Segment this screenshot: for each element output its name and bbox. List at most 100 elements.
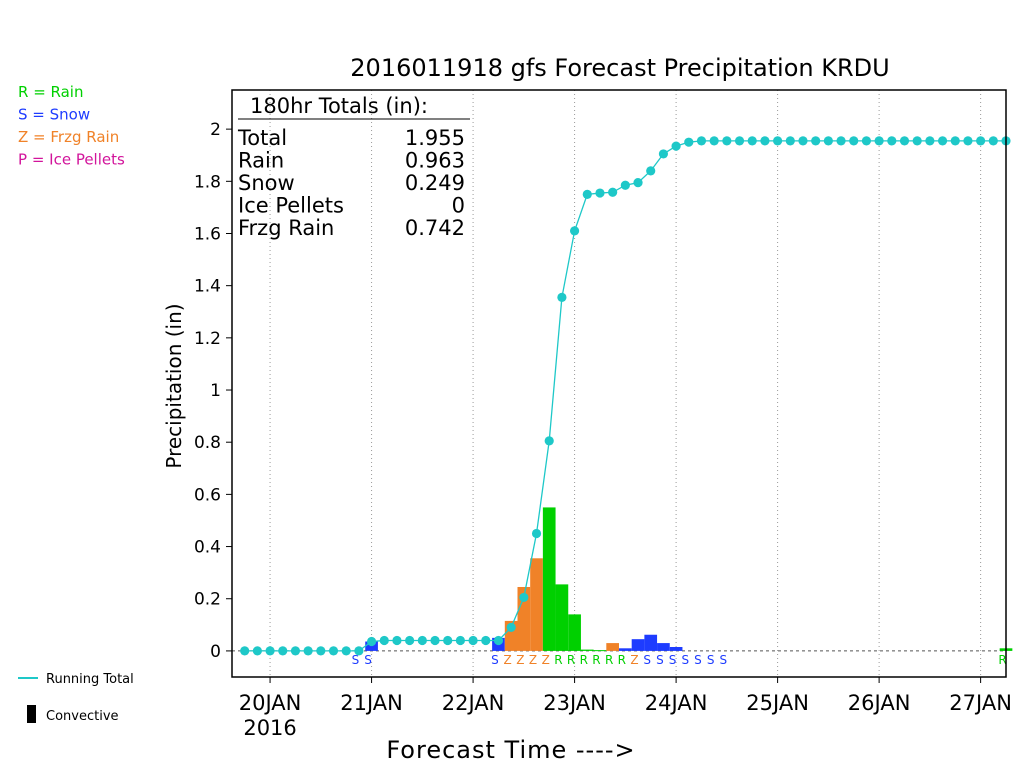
- running-total-point-102: [671, 141, 681, 151]
- running-total-point-147: [861, 136, 872, 146]
- ptype-label-9: R: [580, 653, 588, 667]
- x-tick-label-26JAN: 26JAN: [848, 691, 911, 715]
- running-total-point-150: [874, 136, 884, 146]
- y-tick-label-2: 0.4: [194, 538, 221, 558]
- precip-bar-r-78: [568, 614, 581, 651]
- running-total-point-87: [608, 187, 618, 197]
- running-total-point-21: [328, 646, 339, 656]
- ptype-label-16: S: [669, 653, 677, 667]
- ptype-label-1: S: [364, 653, 372, 667]
- running-total-point-0: [240, 646, 250, 656]
- running-total-point-141: [836, 136, 846, 146]
- precip-bar-s-99: [657, 643, 670, 651]
- running-total-point-72: [544, 436, 554, 446]
- x-tick-label-24JAN: 24JAN: [645, 691, 708, 715]
- running-total-point-153: [887, 136, 897, 146]
- precip-bar-s-96: [644, 634, 658, 651]
- ptype-label-12: R: [618, 653, 626, 667]
- ptype-label-0: S: [352, 653, 360, 667]
- running-total-point-78: [569, 226, 580, 236]
- y-tick-label-9: 1.8: [194, 172, 221, 192]
- y-tick-label-7: 1.4: [194, 277, 221, 297]
- precip-bar-z-87: [606, 643, 619, 651]
- totals-row-value-4: 0.742: [405, 216, 465, 240]
- totals-row-label-4: Frzg Rain: [238, 216, 334, 240]
- x-tick-label-27JAN: 27JAN: [949, 691, 1012, 715]
- running-total-point-81: [582, 189, 592, 199]
- running-total-point-135: [811, 136, 821, 146]
- x-tick-sublabel-year: 2016: [243, 716, 296, 740]
- running-total-point-3: [252, 646, 262, 656]
- running-total-point-27: [354, 646, 364, 656]
- running-total-point-93: [633, 178, 643, 188]
- running-total-point-120: [747, 136, 757, 146]
- running-total-point-144: [849, 136, 859, 146]
- y-axis-label: Precipitation (in): [162, 303, 186, 468]
- running-total-point-123: [760, 136, 770, 146]
- convective-legend-swatch: [27, 705, 36, 723]
- running-total-point-57: [481, 635, 491, 646]
- running-total-point-12: [290, 646, 301, 656]
- running-total-point-60: [493, 635, 504, 646]
- running-total-point-42: [417, 635, 427, 646]
- y-tick-label-5: 1: [210, 381, 221, 401]
- ptype-label-8: R: [567, 653, 575, 667]
- bottom-legend: Running Total Convective: [18, 672, 134, 724]
- totals-heading: 180hr Totals (in):: [250, 94, 428, 118]
- legend-item-rain: R = Rain: [18, 83, 84, 101]
- running-total-point-96: [646, 166, 656, 176]
- ptype-label-3: Z: [504, 653, 512, 667]
- precip-bar-s-93: [631, 639, 645, 651]
- running-total-point-54: [468, 635, 478, 646]
- y-tick-label-3: 0.6: [194, 485, 221, 505]
- y-tick-label-6: 1.2: [194, 329, 221, 349]
- convective-legend-label: Convective: [46, 709, 119, 724]
- ptype-label-10: R: [592, 653, 600, 667]
- ptype-label-13: Z: [630, 653, 638, 667]
- running-total-point-33: [379, 635, 389, 646]
- totals-row-label-3: Ice Pellets: [238, 194, 344, 218]
- running-total-point-69: [531, 528, 542, 539]
- ptype-label-21: R: [998, 653, 1006, 667]
- precip-bar-r-84: [593, 650, 607, 652]
- running-total-point-174: [976, 136, 986, 146]
- plot-area: S S S Z Z Z Z R R R R R R Z S S S S S S S R00.20.40.60.811.21…: [194, 89, 1013, 740]
- y-tick-label-8: 1.6: [194, 224, 221, 244]
- running-total-point-6: [265, 646, 275, 656]
- running-total-point-24: [341, 646, 351, 656]
- running-total-point-111: [709, 136, 719, 146]
- x-tick-label-21JAN: 21JAN: [340, 691, 403, 715]
- totals-row-label-0: Total: [237, 126, 287, 150]
- precip-type-legend: R = Rain S = Snow Z = Frzg Rain P = Ice Pel…: [18, 83, 125, 169]
- running-total-point-117: [734, 136, 745, 146]
- running-total-point-126: [773, 136, 783, 146]
- totals-row-value-3: 0: [452, 194, 465, 218]
- running-total-point-132: [798, 136, 808, 146]
- running-total-point-18: [316, 646, 326, 656]
- ptype-label-4: Z: [516, 653, 524, 667]
- running-total-point-99: [658, 149, 669, 159]
- totals-row-label-2: Snow: [238, 171, 295, 195]
- y-tick-label-10: 2: [210, 120, 221, 140]
- ptype-label-20: S: [720, 653, 728, 667]
- precip-bar-s-102: [669, 646, 683, 651]
- chart-title: 2016011918 gfs Forecast Precipitation KR…: [350, 54, 889, 82]
- x-tick-label-22JAN: 22JAN: [442, 691, 505, 715]
- ptype-label-6: Z: [542, 653, 550, 667]
- running-total-point-75: [557, 292, 567, 303]
- running-total-point-177: [988, 136, 998, 146]
- running-total-point-15: [303, 646, 313, 656]
- precip-bar-r-72: [542, 507, 556, 651]
- precip-bar-r-75: [555, 584, 569, 651]
- running-total-point-159: [912, 136, 922, 146]
- ptype-label-2: S: [491, 653, 499, 667]
- running-total-point-90: [620, 180, 630, 190]
- y-tick-label-0: 0: [210, 642, 221, 662]
- totals-row-value-1: 0.963: [405, 149, 465, 173]
- running-total-point-105: [684, 137, 694, 147]
- x-tick-label-25JAN: 25JAN: [746, 691, 809, 715]
- running-total-point-45: [430, 635, 440, 646]
- running-total-point-156: [899, 136, 910, 146]
- running-total-point-108: [696, 136, 707, 146]
- x-tick-label-23JAN: 23JAN: [543, 691, 606, 715]
